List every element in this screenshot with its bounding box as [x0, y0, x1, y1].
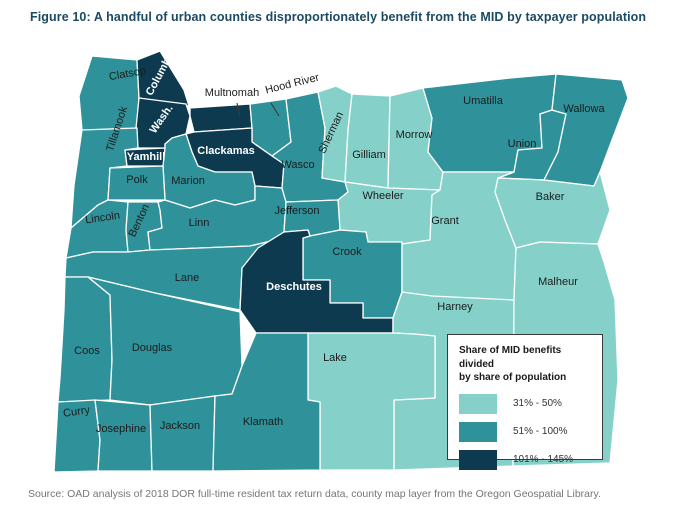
county-deschutes [239, 229, 394, 334]
legend-swatch-high [459, 449, 497, 470]
legend-title: Share of MID benefits divided by share o… [459, 344, 594, 385]
legend-label-high: 101% - 145% [513, 454, 574, 465]
legend-label-mid: 51% - 100% [513, 426, 568, 437]
county-coos [57, 276, 113, 403]
county-label-douglas: Douglas [132, 342, 173, 354]
county-label-polk: Polk [126, 174, 148, 186]
callout-line-hoodriver [270, 102, 280, 117]
county-label-lincoln: Lincoln [84, 210, 120, 227]
county-label-klamath: Klamath [243, 416, 283, 428]
county-label-wheeler: Wheeler [363, 190, 404, 202]
county-label-lake: Lake [323, 352, 347, 364]
callout-line-multnomah [236, 102, 241, 118]
county-gilliam [344, 93, 391, 189]
county-label-crook: Crook [332, 246, 362, 258]
figure-title: Figure 10: A handful of urban counties d… [30, 10, 647, 24]
county-label-coos: Coos [74, 345, 100, 357]
county-label-malheur: Malheur [538, 276, 578, 288]
county-columbia [136, 50, 190, 107]
county-label-linn: Linn [189, 217, 210, 229]
county-label-jackson: Jackson [160, 420, 200, 432]
legend-swatch-low [459, 393, 497, 414]
county-label-deschutes: Deschutes [266, 281, 322, 293]
county-label-jefferson: Jefferson [274, 205, 319, 217]
county-klamath [212, 332, 321, 472]
county-label-umatilla: Umatilla [463, 95, 504, 107]
legend-item-mid: 51% - 100% [459, 421, 594, 442]
map-legend: Share of MID benefits divided by share o… [447, 334, 603, 470]
legend-title-line2: by share of population [459, 372, 567, 383]
county-label-gilliam: Gilliam [352, 149, 386, 161]
legend-swatch-mid [459, 421, 497, 442]
legend-item-high: 101% - 145% [459, 449, 594, 470]
county-label-union: Union [508, 138, 537, 150]
county-label-harney: Harney [437, 301, 473, 313]
county-multnomah [189, 103, 253, 133]
county-label-lane: Lane [175, 272, 199, 284]
county-label-multnomah: Multnomah [205, 87, 259, 99]
county-josephine [94, 399, 153, 472]
county-label-curry: Curry [62, 404, 91, 420]
county-label-baker: Baker [536, 191, 565, 203]
county-label-yamhill: Yamhill [127, 151, 166, 163]
county-label-wasco: Wasco [281, 159, 314, 171]
legend-title-line1: Share of MID benefits divided [459, 345, 562, 370]
county-label-grant: Grant [431, 215, 459, 227]
county-label-clackamas: Clackamas [197, 145, 255, 157]
county-label-marion: Marion [171, 175, 205, 187]
county-jackson [149, 395, 216, 472]
legend-item-low: 31% - 50% [459, 393, 594, 414]
county-label-josephine: Josephine [96, 423, 146, 435]
county-label-morrow: Morrow [396, 129, 433, 141]
figure-source: Source: OAD analysis of 2018 DOR full-ti… [28, 488, 601, 500]
legend-label-low: 31% - 50% [513, 398, 562, 409]
county-label-wallowa: Wallowa [563, 103, 605, 115]
